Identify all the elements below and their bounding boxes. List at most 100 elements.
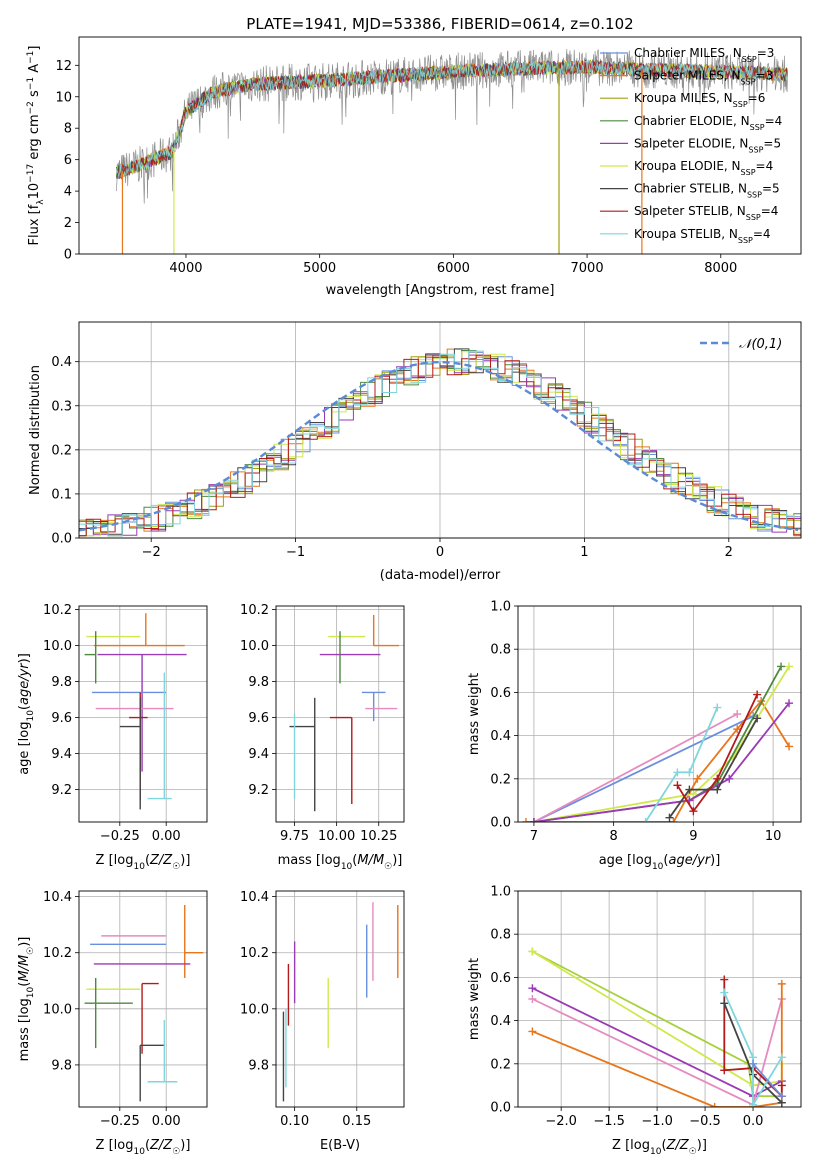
label-part: Z [log [96, 1138, 134, 1153]
errorbar-point [289, 697, 316, 812]
label-part: Z/Z [666, 1138, 690, 1153]
errorbar-point [119, 697, 141, 810]
y-tick-label: 0.1 [51, 487, 72, 502]
x-tick-label: −1 [286, 545, 305, 560]
label-part: Z [log [612, 1138, 650, 1153]
y-tick-label: 1.0 [490, 885, 511, 900]
x-tick-label: 9 [689, 829, 697, 844]
weight-line [752, 1063, 783, 1097]
label-part: M/M [357, 853, 384, 868]
y-tick-label: 4 [64, 185, 72, 200]
figure-title: PLATE=1941, MJD=53386, FIBERID=0614, z=0… [246, 15, 633, 33]
weight-line [533, 715, 754, 822]
label-part: Z [log [96, 853, 134, 868]
weight-series [673, 690, 762, 816]
x-tick-label: −1.5 [593, 1114, 625, 1129]
weight-marker [749, 1100, 758, 1107]
errorbar-point [184, 905, 204, 978]
weight-series [529, 662, 794, 822]
y-tick-label: 0 [64, 248, 72, 263]
y-tick-label: 9.8 [51, 1058, 72, 1073]
errorbar-point [147, 1020, 178, 1083]
y-tick-label: 0.0 [490, 816, 511, 831]
label-part: 10 [652, 862, 664, 872]
y-tick-label: 0.8 [490, 928, 511, 943]
legend-eq: =5 [763, 136, 781, 150]
label-part: )] [392, 853, 402, 868]
x-tick-label: 0.00 [152, 829, 181, 844]
gauss-curve [79, 360, 799, 532]
legend-sub: SSP [742, 55, 757, 64]
label-part: −1 [26, 51, 36, 64]
errorbar-point [372, 615, 399, 647]
legend-sub: SSP [746, 213, 761, 222]
weight-series [529, 662, 786, 822]
y-tick-label: 0.6 [490, 686, 511, 701]
weight-marker [785, 699, 794, 708]
legend-eq: =5 [762, 182, 780, 196]
y-tick-label: 10.0 [43, 639, 72, 654]
plot-area [289, 615, 399, 812]
legend-sub: SSP [741, 77, 756, 86]
weight-line [533, 666, 782, 822]
legend-eq: =4 [765, 114, 783, 128]
label-part: )] [710, 853, 720, 868]
weight-line [676, 694, 759, 813]
label-part: 10 [133, 1147, 145, 1157]
y-tick-label: 0.4 [490, 729, 511, 744]
y-tick-label: 9.6 [248, 711, 269, 726]
plot-area [84, 613, 187, 810]
label-part: −2 [26, 101, 36, 114]
y-tick-label: 0.8 [490, 643, 511, 658]
label-part: ☉ [172, 1147, 180, 1157]
x-tick-label: 10.25 [360, 829, 397, 844]
weight-marker [528, 947, 537, 956]
label-part: )] [180, 853, 190, 868]
legend-text: Chabrier STELIB, N [634, 182, 747, 196]
label-part: )] [180, 1138, 190, 1153]
label-part: ( [352, 853, 357, 868]
axes-frame [517, 890, 802, 1108]
errorbar-point [97, 653, 187, 772]
y-tick-label: 0.2 [490, 772, 511, 787]
x-axis-label: wavelength [Angstrom, rest frame] [326, 283, 555, 298]
panel-mass-vs-Z: −0.25 0.009.810.010.210.4Z [log10(Z/Z☉)]m… [17, 890, 208, 1157]
axes-frame [275, 890, 405, 1108]
x-tick-label: 0.10 [280, 1114, 309, 1129]
weight-marker [785, 742, 794, 751]
label-part: ( [145, 853, 150, 868]
y-tick-label: 0.0 [490, 1101, 511, 1116]
weight-marker [777, 1053, 786, 1062]
x-tick-label: 6000 [437, 261, 470, 276]
x-tick-label: 1 [580, 545, 588, 560]
x-tick-label: 0.00 [152, 1114, 181, 1129]
x-axis-label: Z [log10(Z/Z☉)] [96, 853, 191, 872]
label-part: ( [17, 982, 32, 987]
legend-text: Salpeter ELODIE, N [634, 136, 748, 150]
weight-marker [665, 813, 674, 822]
x-tick-label: −0.5 [689, 1114, 721, 1129]
histogram-series [79, 354, 801, 537]
y-axis-label: mass weight [467, 958, 482, 1040]
legend-gauss-label: 𝒩(0,1) [739, 337, 782, 352]
label-part: age [log [17, 722, 32, 775]
errorbar-point [147, 672, 172, 800]
plot-area [282, 902, 399, 1102]
y-tick-label: 10.4 [240, 890, 269, 905]
weight-marker [720, 975, 729, 984]
label-part: ] [27, 46, 42, 51]
weight-marker [733, 710, 742, 718]
weight-marker [521, 818, 530, 822]
spectrum-series [116, 48, 788, 204]
weight-marker [669, 818, 678, 822]
x-tick-label: −1.0 [641, 1114, 673, 1129]
y-tick-label: 9.2 [248, 783, 269, 798]
axes-frame [78, 36, 802, 255]
y-tick-label: 10.0 [240, 639, 269, 654]
label-part: −17 [26, 164, 36, 183]
x-tick-label: −2.0 [545, 1114, 577, 1129]
label-part: ( [145, 1138, 150, 1153]
y-tick-label: 9.8 [248, 1058, 269, 1073]
weight-marker [749, 1059, 758, 1068]
y-tick-label: 10.4 [43, 890, 72, 905]
